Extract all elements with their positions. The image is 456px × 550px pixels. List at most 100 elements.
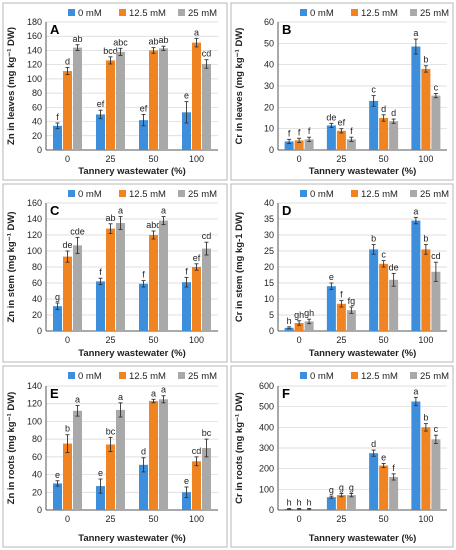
bar xyxy=(116,409,125,510)
significance-letter: h xyxy=(287,498,292,508)
legend-swatch xyxy=(68,9,75,16)
significance-letter: g xyxy=(339,482,344,492)
significance-letter: cde xyxy=(70,226,85,236)
significance-letter: f xyxy=(392,463,395,473)
y-tick-label: 30 xyxy=(264,81,274,91)
significance-letter: abc xyxy=(113,37,128,47)
significance-letter: g xyxy=(349,482,354,492)
legend-entry: 12.5 mM xyxy=(119,8,166,19)
y-tick-label: 0 xyxy=(37,326,42,336)
x-tick-label: 25 xyxy=(105,514,115,524)
significance-letter: e xyxy=(55,470,60,480)
bar xyxy=(346,139,356,150)
bar xyxy=(63,71,72,150)
y-axis-label: Cr in roots (mg kg⁻¹ DW) xyxy=(234,392,245,504)
significance-letter: g xyxy=(55,292,60,302)
legend-entry: 12.5 mM xyxy=(351,8,398,19)
y-axis-label: Cr in leaves (mg kg⁻¹ DW) xyxy=(234,28,245,145)
significance-letter: bc xyxy=(202,428,212,438)
bar xyxy=(159,48,168,150)
bar xyxy=(73,410,82,510)
bar xyxy=(326,125,336,150)
legend-swatch xyxy=(300,372,307,379)
bar xyxy=(192,267,201,331)
bar xyxy=(139,120,148,150)
y-axis-label: Cr in stem (mg kg-1 DW) xyxy=(234,212,245,322)
y-tick-label: 180 xyxy=(27,17,42,27)
y-axis-label: Zn in stem (mg kg⁻¹ DW) xyxy=(6,211,17,322)
legend-swatch xyxy=(68,372,75,379)
significance-letter: ab xyxy=(158,35,168,45)
bar xyxy=(149,50,158,150)
panel-letter: F xyxy=(282,386,290,401)
significance-letter: bcd xyxy=(103,46,118,56)
bar xyxy=(304,139,314,150)
significance-letter: a xyxy=(75,394,80,404)
significance-letter: a xyxy=(413,206,418,216)
y-tick-label: 10 xyxy=(264,124,274,134)
bar xyxy=(431,95,441,150)
x-axis-label: Tannery wastewater (%) xyxy=(78,166,186,177)
bar xyxy=(369,100,379,150)
significance-letter: ab xyxy=(72,34,82,44)
significance-letter: f xyxy=(99,267,102,277)
legend-entry: 12.5 mM xyxy=(119,371,166,382)
y-tick-label: 400 xyxy=(259,422,274,432)
x-tick-label: 25 xyxy=(336,335,346,345)
bar xyxy=(182,492,191,510)
legend-label: 0 mM xyxy=(310,189,334,200)
bar xyxy=(96,114,105,150)
significance-letter: ef xyxy=(193,253,201,263)
legend-swatch xyxy=(410,372,417,379)
y-tick-label: 600 xyxy=(259,381,274,391)
bar xyxy=(149,235,158,331)
significance-letter: f xyxy=(142,270,145,280)
x-tick-label: 50 xyxy=(379,154,389,164)
x-tick-label: 0 xyxy=(297,335,302,345)
y-tick-label: 100 xyxy=(259,484,274,494)
significance-letter: b xyxy=(423,55,428,65)
y-tick-label: 100 xyxy=(27,246,42,256)
bar xyxy=(192,461,201,510)
bar xyxy=(63,443,72,510)
bar xyxy=(421,68,431,150)
significance-letter: f xyxy=(350,126,353,136)
legend-swatch xyxy=(351,9,358,16)
y-tick-label: 60 xyxy=(32,278,42,288)
legend-label: 0 mM xyxy=(310,8,334,19)
significance-letter: e xyxy=(184,91,189,101)
bar xyxy=(202,63,211,151)
x-tick-label: 50 xyxy=(148,514,158,524)
y-tick-label: 40 xyxy=(264,198,274,208)
y-tick-label: 140 xyxy=(27,214,42,224)
panel-letter: B xyxy=(282,22,291,37)
significance-letter: gh xyxy=(304,308,314,318)
significance-letter: b xyxy=(423,413,428,423)
significance-letter: e xyxy=(184,476,189,486)
bar xyxy=(106,444,115,510)
legend-label: 0 mM xyxy=(78,8,102,19)
bar xyxy=(73,245,82,331)
bar xyxy=(149,401,158,510)
legend-entry: 0 mM xyxy=(300,371,334,382)
y-tick-label: 25 xyxy=(264,246,274,256)
legend-entry: 25 mM xyxy=(178,8,217,19)
bar xyxy=(431,271,441,331)
bar xyxy=(96,486,105,510)
legend-swatch xyxy=(119,372,126,379)
significance-letter: a xyxy=(194,27,199,37)
significance-letter: gh xyxy=(294,310,304,320)
legend-swatch xyxy=(178,9,185,16)
x-axis-label: Tannery wastewater (%) xyxy=(309,166,417,177)
x-tick-label: 25 xyxy=(105,335,115,345)
bar xyxy=(411,401,421,510)
significance-letter: e xyxy=(329,272,334,282)
y-tick-label: 40 xyxy=(32,117,42,127)
significance-letter: de xyxy=(62,240,72,250)
y-tick-label: 0 xyxy=(269,505,274,515)
y-axis-label: Zn in roots (mg kg⁻¹ DW) xyxy=(6,392,17,505)
bar xyxy=(421,249,431,331)
legend-label: 25 mM xyxy=(188,189,217,200)
